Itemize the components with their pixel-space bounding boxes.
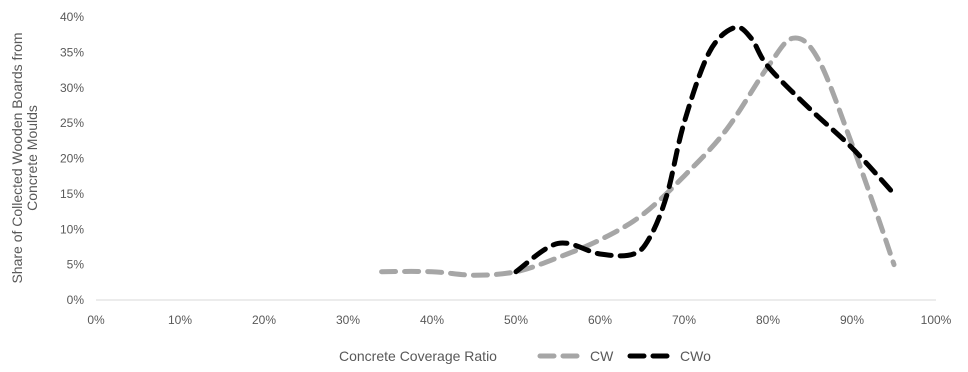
- legend: CW CWo: [537, 348, 711, 364]
- y-axis-title-line: Concrete Moulds: [24, 105, 40, 211]
- y-axis-title-line: Share of Collected Wooden Boards from: [9, 32, 25, 283]
- legend-label-cwo: CWo: [680, 348, 711, 364]
- x-axis-title: Concrete Coverage Ratio: [339, 348, 497, 364]
- y-tick-label: 10%: [60, 222, 84, 236]
- y-tick-label: 0%: [67, 293, 85, 307]
- x-tick-label: 50%: [504, 313, 528, 327]
- legend-label-cw: CW: [590, 348, 614, 364]
- x-tick-label: 10%: [168, 313, 192, 327]
- y-axis-title: Share of Collected Wooden Boards fromCon…: [9, 32, 40, 283]
- y-tick-label: 35%: [60, 45, 84, 59]
- y-tick-label: 25%: [60, 116, 84, 130]
- series-line-cw: [379, 35, 897, 278]
- y-tick-label: 5%: [67, 258, 85, 272]
- series-lines: [379, 24, 897, 278]
- x-tick-labels: 0% 10% 20% 30% 40% 50% 60% 70% 80% 90% 100%: [87, 313, 951, 327]
- x-tick-label: 30%: [336, 313, 360, 327]
- y-tick-label: 40%: [60, 10, 84, 24]
- y-tick-label: 15%: [60, 187, 84, 201]
- x-tick-label: 20%: [252, 313, 276, 327]
- x-tick-label: 100%: [921, 313, 952, 327]
- y-tick-label: 20%: [60, 152, 84, 166]
- x-tick-label: 80%: [756, 313, 780, 327]
- x-tick-label: 90%: [840, 313, 864, 327]
- x-tick-label: 70%: [672, 313, 696, 327]
- y-tick-label: 30%: [60, 81, 84, 95]
- x-tick-label: 60%: [588, 313, 612, 327]
- series-line-cwo: [513, 24, 897, 275]
- x-tick-label: 40%: [420, 313, 444, 327]
- y-tick-labels: 0% 5% 10% 15% 20% 25% 30% 35% 40%: [60, 10, 84, 307]
- x-tick-label: 0%: [87, 313, 105, 327]
